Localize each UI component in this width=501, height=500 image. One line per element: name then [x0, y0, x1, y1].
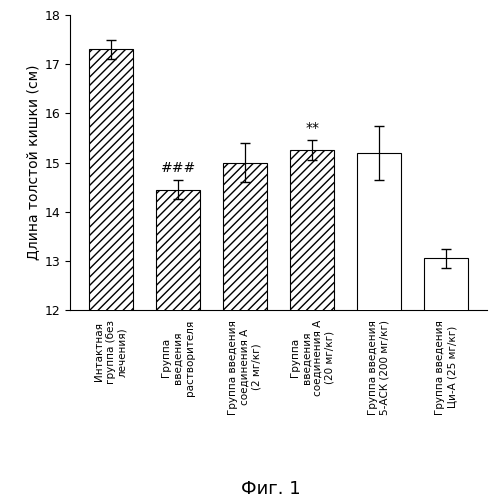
Text: ###: ### — [160, 161, 195, 175]
Bar — [223, 162, 267, 500]
Text: **: ** — [305, 122, 319, 136]
Bar — [156, 190, 199, 500]
Bar — [89, 50, 133, 500]
Bar — [357, 152, 400, 500]
Bar — [290, 150, 333, 500]
Bar — [423, 258, 467, 500]
Y-axis label: Длина толстой кишки (см): Длина толстой кишки (см) — [27, 64, 41, 260]
Text: Фиг. 1: Фиг. 1 — [241, 480, 300, 498]
